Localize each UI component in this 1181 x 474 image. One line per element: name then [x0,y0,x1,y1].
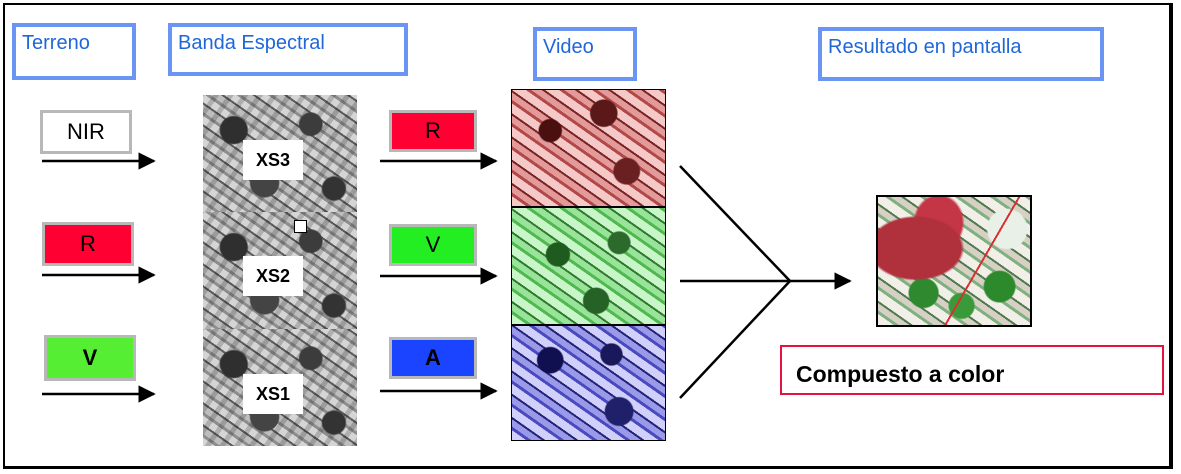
merge-line-top [679,165,791,282]
sample-pixel-marker [294,220,307,233]
band-label-xs2: XS2 [243,256,303,296]
video-image-red [511,89,666,207]
video-label-r: R [389,110,477,152]
terrain-label-r: R [42,222,134,266]
video-label-v: V [389,224,477,266]
band-image-xs3: XS3 [203,95,357,212]
header-video: Video [533,27,637,81]
video-label-a: A [389,337,477,379]
band-label-xs1: XS1 [243,374,303,414]
header-resultado: Resultado en pantalla [818,27,1104,81]
band-image-xs1: XS1 [203,329,357,446]
composite-result-image [876,195,1032,327]
header-banda-espectral: Banda Espectral [168,23,408,76]
video-image-blue [511,325,666,441]
band-image-xs2: XS2 [203,212,357,329]
terrain-label-nir: NIR [40,110,132,154]
terrain-label-v: V [44,335,136,381]
band-label-xs3: XS3 [243,140,303,180]
caption-compuesto-a-color: Compuesto a color [780,345,1164,395]
header-terreno: Terreno [12,23,136,80]
merge-line-bottom [679,280,791,399]
outer-frame [3,3,1173,469]
video-image-green [511,207,666,325]
